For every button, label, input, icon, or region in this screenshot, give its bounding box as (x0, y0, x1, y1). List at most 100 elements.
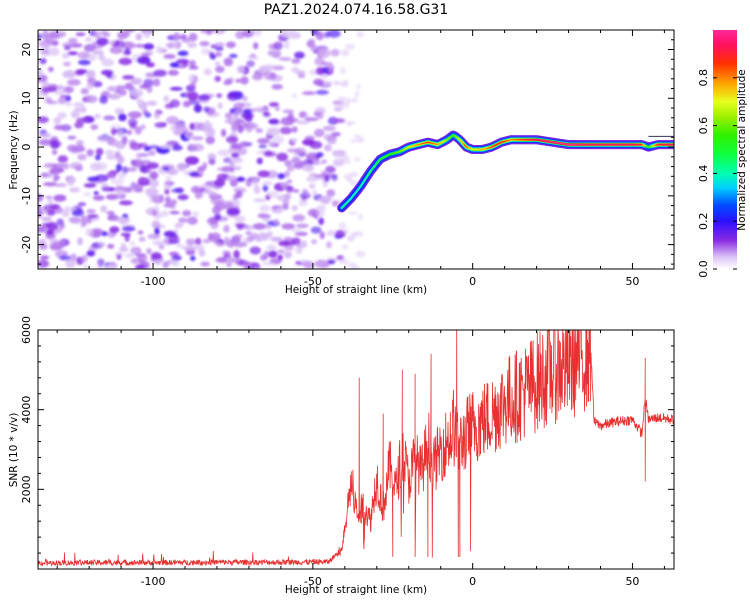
noise-blob (130, 88, 144, 98)
noise-blob (299, 192, 311, 199)
noise-blob (168, 251, 180, 256)
noise-blob (43, 182, 57, 187)
noise-blob (267, 51, 282, 56)
colorbar-label: Normalized spectral amplitude (736, 69, 748, 230)
noise-blob (262, 184, 269, 192)
noise-blob (97, 258, 105, 267)
snr-series-line (38, 330, 674, 567)
noise-blob (121, 30, 131, 38)
y-tick-label: 10 (20, 91, 33, 105)
noise-blob (83, 192, 92, 197)
noise-blob (245, 124, 253, 133)
noise-blob (107, 243, 115, 249)
noise-blob (223, 224, 230, 233)
noise-blob (273, 218, 279, 225)
noise-blob (45, 221, 58, 231)
noise-blob (253, 185, 261, 194)
noise-blob (263, 64, 276, 71)
noise-blob (140, 52, 151, 57)
noise-blob (119, 246, 129, 252)
noise-blob (53, 117, 62, 125)
y-tick-label: 20 (20, 43, 33, 57)
noise-blob (294, 51, 305, 59)
noise-blob (309, 140, 323, 149)
noise-blob (187, 132, 194, 137)
noise-blob (153, 112, 160, 119)
noise-blob (70, 110, 80, 119)
noise-blob (49, 167, 61, 176)
noise-blob (94, 162, 108, 171)
noise-blob (171, 188, 185, 193)
noise-blob (302, 164, 315, 172)
noise-blob (261, 261, 275, 266)
noise-blob (286, 179, 293, 184)
noise-blob (182, 100, 191, 108)
noise-blob (251, 30, 262, 36)
noise-blob (86, 216, 92, 224)
noise-blob (144, 112, 152, 118)
noise-blob (279, 126, 293, 135)
noise-blob (120, 243, 127, 248)
snr-ticks: -100 -50 0 50 2000 4000 6000 (20, 316, 674, 588)
noise-blob (227, 92, 239, 101)
noise-blob (176, 243, 184, 248)
noise-blob (148, 150, 156, 156)
x-tick-label: -100 (141, 575, 166, 588)
noise-blob (241, 95, 248, 102)
noise-blob (130, 77, 143, 85)
noise-blob (281, 223, 296, 230)
noise-blob (355, 250, 366, 258)
noise-blob (96, 231, 104, 236)
colorbar-tick-label: 0.2 (697, 212, 710, 230)
noise-blob (283, 236, 293, 241)
y-tick-label: 4000 (20, 396, 33, 424)
noise-blob (92, 195, 105, 201)
noise-blob (255, 106, 264, 112)
noise-blob (96, 37, 109, 46)
noise-blob (78, 59, 91, 66)
noise-blob (271, 84, 284, 90)
noise-blob (214, 51, 223, 57)
noise-blob (65, 101, 73, 106)
noise-blob (57, 96, 67, 105)
snr-plot-area (38, 330, 674, 567)
noise-blob (329, 65, 335, 70)
noise-blob (109, 124, 122, 129)
noise-blob (292, 189, 300, 193)
x-tick-label: 0 (469, 575, 476, 588)
noise-blob (145, 62, 155, 68)
noise-blob (57, 155, 69, 163)
noise-blob (114, 108, 125, 114)
y-tick-label: -20 (20, 236, 33, 254)
signal-ridge (337, 130, 674, 213)
colorbar-tick-label: 0.4 (697, 165, 710, 183)
noise-blob (253, 198, 267, 203)
noise-blob (189, 122, 195, 131)
noise-blob (214, 75, 221, 82)
noise-blob (292, 214, 306, 222)
noise-blob (136, 56, 151, 65)
noise-blob (177, 194, 189, 201)
noise-blob (339, 258, 349, 265)
noise-blob (235, 30, 246, 39)
noise-blob (205, 30, 213, 35)
noise-blob (276, 206, 285, 213)
noise-blob (162, 261, 170, 269)
noise-blob (171, 255, 182, 261)
noise-blob (61, 52, 70, 59)
noise-blob (331, 200, 340, 207)
noise-blob (81, 218, 88, 227)
noise-blob (312, 189, 318, 197)
noise-blob (188, 65, 199, 70)
colorbar: 0.0 0.2 0.4 0.6 0.8 Normalized spectral ampl… (697, 30, 748, 278)
noise-blob (327, 116, 339, 125)
noise-blob (95, 148, 104, 156)
noise-blob (291, 126, 298, 133)
ridge-layer (339, 133, 674, 211)
noise-blob (77, 69, 88, 74)
noise-blob (291, 66, 299, 73)
spectrogram-ylabel: Frequency (Hz) (8, 110, 20, 189)
noise-blob (203, 106, 210, 113)
noise-blob (296, 120, 310, 125)
noise-blobs (38, 30, 366, 269)
